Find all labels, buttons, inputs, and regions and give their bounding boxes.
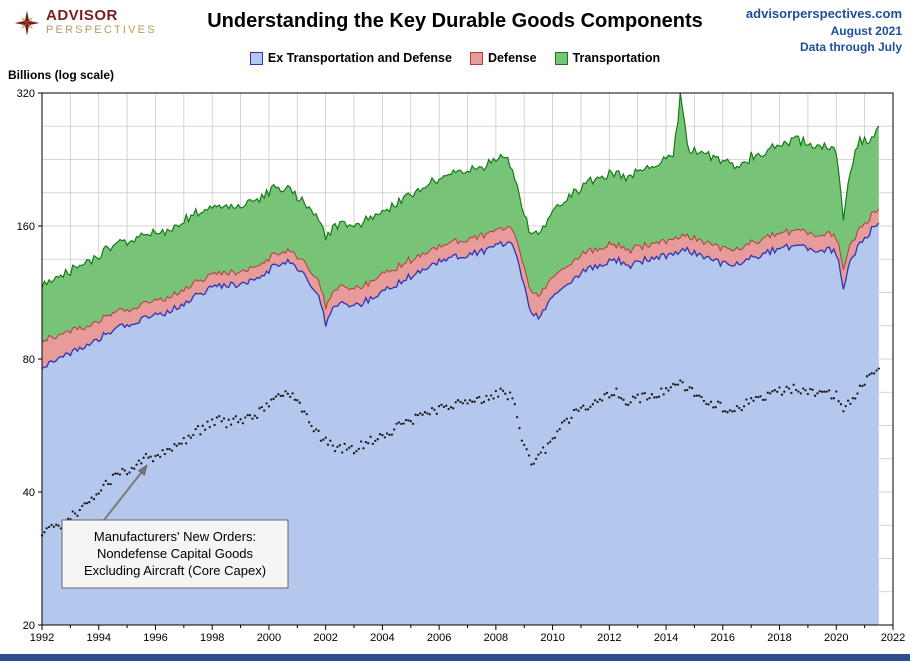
logo-advisor: ADVISOR — [46, 7, 118, 24]
x-tick-label: 2018 — [767, 632, 791, 644]
y-tick-label: 40 — [23, 487, 35, 499]
y-tick-label: 320 — [17, 88, 35, 100]
logo-perspectives: PERSPECTIVES — [46, 24, 157, 36]
legend-swatch-pink — [469, 51, 483, 65]
edge-transportation — [41, 92, 880, 289]
x-tick-label: 1992 — [30, 632, 54, 644]
x-tick-label: 2006 — [427, 632, 451, 644]
chart-title: Understanding the Key Durable Goods Comp… — [207, 10, 703, 32]
legend-label-defense: Defense — [487, 51, 537, 65]
x-tick-label: 2002 — [313, 632, 337, 644]
area-defense — [42, 209, 879, 369]
legend-swatch-blue — [249, 51, 263, 65]
annotation-text-line: Manufacturers' New Orders: — [94, 529, 256, 544]
x-tick-label: 2010 — [540, 632, 564, 644]
core-capex-dotted-line — [40, 367, 880, 537]
footer-bar — [0, 654, 910, 661]
y-tick-label: 160 — [17, 221, 35, 233]
logo-text: ADVISOR PERSPECTIVES — [46, 8, 157, 37]
x-tick-label: 2014 — [654, 632, 678, 644]
y-axis-label: Billions (log scale) — [8, 68, 115, 82]
x-tick-label: 1998 — [200, 632, 224, 644]
annotation-text-line: Excluding Aircraft (Core Capex) — [84, 563, 266, 578]
header-meta: advisorperspectives.com August 2021 Data… — [746, 6, 902, 55]
annotation-box — [61, 519, 289, 589]
report-date: August 2021 — [830, 24, 902, 38]
legend-item-defense: Defense — [469, 51, 537, 65]
edge-ex-transportation-defense — [41, 222, 880, 370]
legend-item-transportation: Transportation — [554, 51, 661, 65]
compass-icon — [14, 10, 40, 35]
y-tick-label: 20 — [23, 620, 35, 632]
annotation-text-line: Nondefense Capital Goods — [97, 546, 254, 561]
x-tick-label: 2000 — [257, 632, 281, 644]
x-tick-label: 1994 — [86, 632, 110, 644]
x-tick-label: 2008 — [484, 632, 508, 644]
site-url: advisorperspectives.com — [745, 6, 902, 21]
legend: Ex Transportation and Defense Defense Tr… — [0, 51, 910, 65]
axis-labels: 20 40 80 160 320 1992 1994 1996 1998 2000 2002 2004… — [17, 88, 906, 644]
x-tick-label: 2020 — [824, 632, 848, 644]
advisor-perspectives-logo: ADVISOR PERSPECTIVES — [14, 8, 157, 37]
annotation-callout: Manufacturers' New Orders: Nondefense Cap… — [61, 464, 289, 589]
x-tick-label: 2016 — [711, 632, 735, 644]
x-tick-label: 2004 — [370, 632, 394, 644]
annotation-arrowhead — [138, 464, 148, 476]
legend-label-transportation: Transportation — [572, 51, 661, 65]
x-tick-label: 2022 — [881, 632, 905, 644]
area-transportation — [42, 92, 879, 343]
data-through: Data through July — [799, 40, 902, 54]
legend-swatch-green — [554, 51, 568, 65]
edge-defense — [41, 208, 880, 343]
x-tick-label: 2012 — [597, 632, 621, 644]
legend-item-ex-transportation-defense: Ex Transportation and Defense — [249, 51, 452, 65]
y-tick-label: 80 — [23, 354, 35, 366]
legend-label-ex-transportation-defense: Ex Transportation and Defense — [267, 51, 452, 65]
x-tick-label: 1996 — [143, 632, 167, 644]
